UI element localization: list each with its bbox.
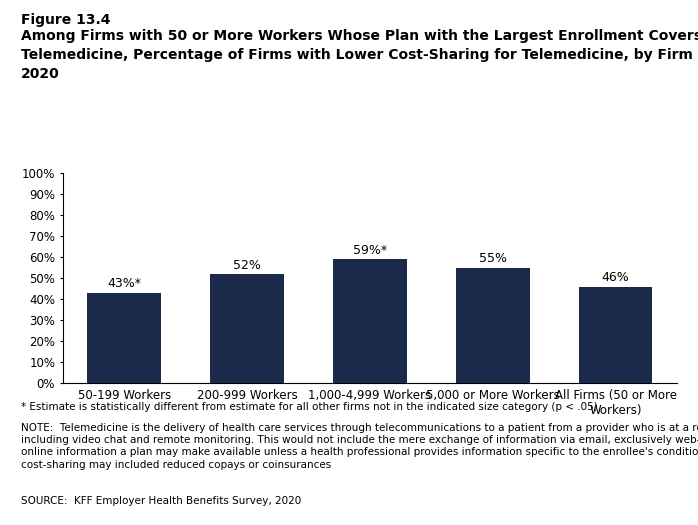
Bar bbox=[210, 274, 284, 383]
Text: 43%*: 43%* bbox=[107, 277, 141, 290]
Bar bbox=[333, 259, 407, 383]
Text: NOTE:  Telemedicine is the delivery of health care services through telecommunic: NOTE: Telemedicine is the delivery of he… bbox=[21, 423, 698, 470]
Text: 55%: 55% bbox=[479, 252, 507, 265]
Bar bbox=[87, 293, 161, 383]
Text: 52%: 52% bbox=[233, 258, 261, 271]
Text: SOURCE:  KFF Employer Health Benefits Survey, 2020: SOURCE: KFF Employer Health Benefits Sur… bbox=[21, 496, 302, 506]
Text: 59%*: 59%* bbox=[353, 244, 387, 257]
Text: Among Firms with 50 or More Workers Whose Plan with the Largest Enrollment Cover: Among Firms with 50 or More Workers Whos… bbox=[21, 29, 698, 81]
Bar bbox=[456, 268, 530, 383]
Text: * Estimate is statistically different from estimate for all other firms not in t: * Estimate is statistically different fr… bbox=[21, 402, 601, 412]
Bar bbox=[579, 287, 653, 383]
Text: Figure 13.4: Figure 13.4 bbox=[21, 13, 110, 27]
Text: 46%: 46% bbox=[602, 271, 630, 284]
